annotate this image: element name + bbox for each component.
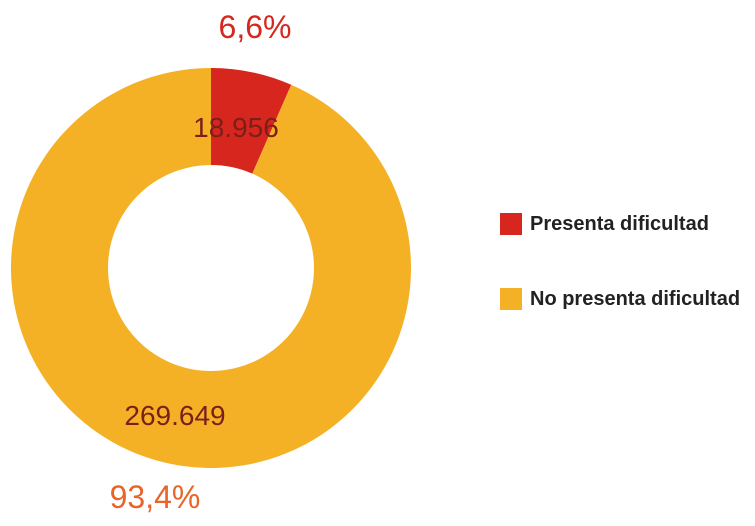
legend-label-presenta: Presenta dificultad (530, 212, 709, 235)
legend-swatch-presenta (500, 213, 522, 235)
legend-label-no-presenta: No presenta dificultad (530, 287, 741, 310)
slice-value-label-no-presenta: 269.649 (124, 400, 225, 431)
donut-slice-no-presenta (10, 68, 411, 468)
chart-legend: Presenta dificultad No presenta dificult… (500, 210, 740, 360)
slice-percent-label-presenta: 6,6% (219, 9, 292, 45)
donut-slices (10, 68, 411, 468)
slice-percent-label-no-presenta: 93,4% (110, 479, 201, 515)
legend-item-presenta: Presenta dificultad (500, 210, 740, 238)
legend-swatch-no-presenta (500, 288, 522, 310)
donut-slice-presenta (211, 68, 292, 174)
slice-value-label-presenta: 18.956 (193, 112, 279, 143)
legend-item-no-presenta: No presenta dificultad (500, 285, 740, 313)
